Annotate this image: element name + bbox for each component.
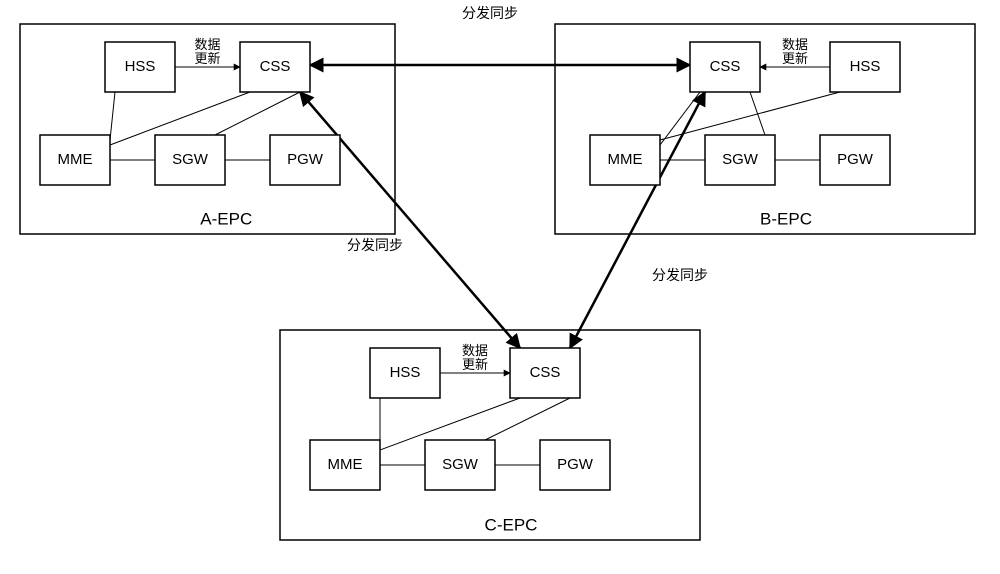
c-sgw-label: SGW <box>442 456 479 473</box>
epc-box-b <box>555 24 975 234</box>
a-pgw-label: PGW <box>287 151 324 168</box>
a-css-label: CSS <box>260 58 291 75</box>
b-pgw-label: PGW <box>837 151 874 168</box>
a-mme-label: MME <box>58 151 93 168</box>
sync-edge-bc <box>570 92 705 348</box>
a-sgw-label: SGW <box>172 151 209 168</box>
b-hss-label: HSS <box>850 58 881 75</box>
c-data-update-label: 数据更新 <box>462 343 488 372</box>
epc-label-a: A-EPC <box>200 209 252 228</box>
epc-box-c <box>280 330 700 540</box>
b-data-update-label: 数据更新 <box>782 37 808 66</box>
c-css-label: CSS <box>530 364 561 381</box>
b-mme-hss-edge <box>660 92 840 140</box>
sync-label-ab: 分发同步 <box>462 5 518 21</box>
a-mme-hss-edge <box>110 92 115 140</box>
sync-edge-ac <box>300 92 520 348</box>
c-pgw-label: PGW <box>557 456 594 473</box>
c-sgw-css-edge <box>485 398 570 440</box>
c-mme-label: MME <box>328 456 363 473</box>
b-mme-label: MME <box>608 151 643 168</box>
a-sgw-css-edge <box>215 92 300 135</box>
sync-label-ac: 分发同步 <box>347 237 403 253</box>
sync-label-bc: 分发同步 <box>652 267 708 283</box>
a-hss-label: HSS <box>125 58 156 75</box>
c-hss-label: HSS <box>390 364 421 381</box>
a-data-update-label: 数据更新 <box>194 37 220 66</box>
b-sgw-css-edge <box>750 92 765 135</box>
b-css-label: CSS <box>710 58 741 75</box>
epc-label-c: C-EPC <box>485 515 538 534</box>
epc-label-b: B-EPC <box>760 209 812 228</box>
b-sgw-label: SGW <box>722 151 759 168</box>
